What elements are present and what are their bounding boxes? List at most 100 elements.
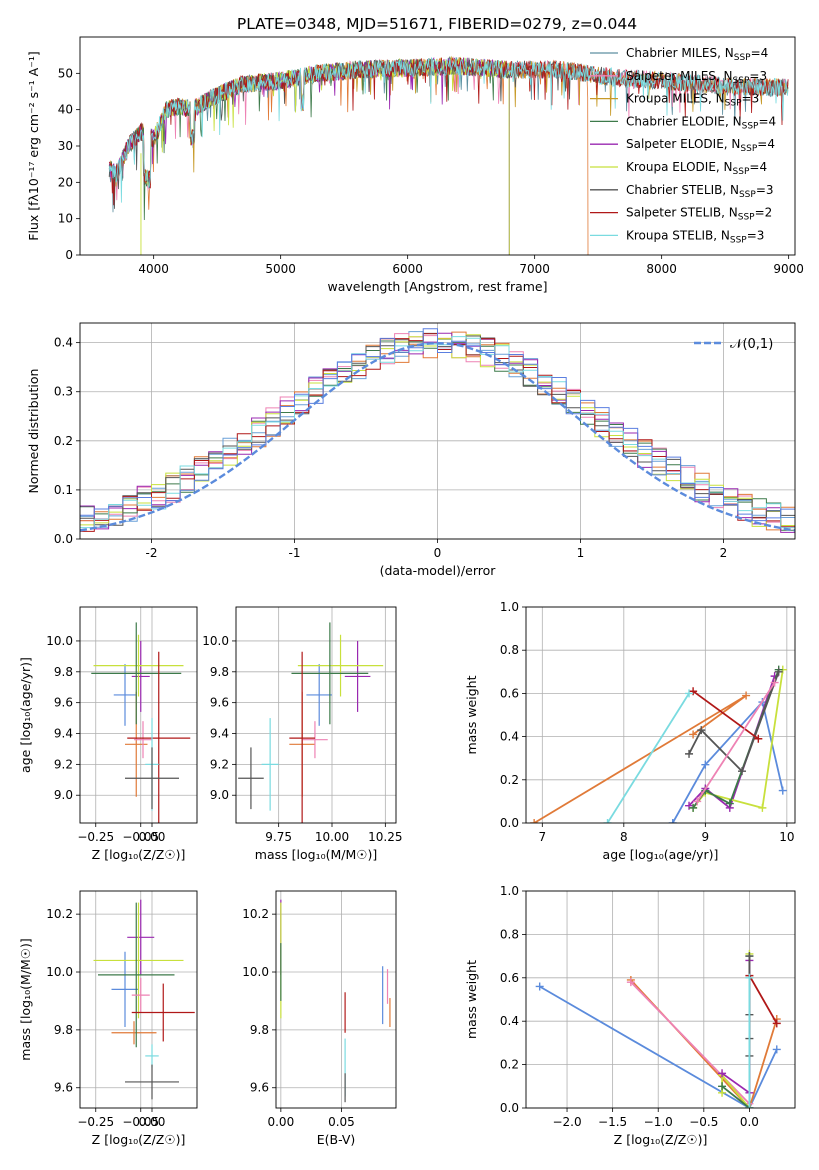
data-marker: [778, 786, 787, 795]
mass-weight-line-1: [533, 694, 747, 823]
y-tick-label: 0.0: [500, 1101, 519, 1115]
y-tick-label: 0: [65, 248, 73, 262]
spectrum-line-9: [108, 56, 789, 203]
legend-subscript: SSP: [730, 235, 747, 245]
y-tick-label: 9.8: [54, 665, 73, 679]
data-marker: [774, 667, 783, 676]
data-marker: [626, 978, 635, 987]
data-marker: [689, 687, 698, 696]
legend-subscript: SSP: [739, 190, 756, 200]
legend-text: Chabrier MILES, N: [626, 46, 734, 60]
y-tick-label: 0.3: [54, 385, 73, 399]
ticks: −0.25 −0.050.00 9.6 9.8 10.0 10.2: [46, 907, 165, 1129]
y-tick-label: 9.0: [210, 788, 229, 802]
y-tick-label: 0.8: [500, 643, 519, 657]
mass-weight-line-7: [606, 692, 690, 823]
ticks: 4000 5000 6000 7000 8000 9000 0 10 20 30 40 50: [58, 66, 804, 276]
x-tick-label: 2: [720, 546, 728, 560]
y-tick-label: 9.8: [54, 1023, 73, 1037]
y-tick-label: 0.1: [54, 483, 73, 497]
x-tick-label: −0.25: [77, 1115, 114, 1129]
y-tick-label: 10.0: [242, 965, 269, 979]
axes-frame: [79, 606, 198, 824]
data-marker: [693, 797, 702, 806]
x-tick-label: 9: [702, 830, 710, 844]
data-marker: [668, 819, 677, 823]
panel-mass-ebv: 0.00 0.05 9.6 9.8 10.0 10.2 E(B-V): [242, 890, 397, 1147]
x-axis-label: (data-model)/error: [380, 563, 497, 578]
mass-weight-line-0: [539, 985, 778, 1108]
x-tick-label: 6000: [392, 262, 423, 276]
legend-subscript: SSP: [733, 167, 750, 177]
data-marker: [535, 982, 544, 991]
grid-lines: [236, 607, 396, 823]
legend-text: Chabrier ELODIE, N: [626, 114, 742, 128]
axes-frame: [525, 606, 796, 824]
x-tick-label: 8: [620, 830, 628, 844]
y-tick-label: 0.6: [500, 971, 519, 985]
data-marker: [689, 730, 698, 739]
y-tick-label: 0.2: [500, 1058, 519, 1072]
y-tick-label: 0.8: [500, 927, 519, 941]
legend-text: Kroupa MILES, N: [626, 92, 725, 106]
y-tick-label: 0.2: [500, 773, 519, 787]
axes-frame: [79, 322, 796, 540]
axes-frame: [79, 36, 796, 256]
y-tick-label: 9.0: [54, 788, 73, 802]
data-marker: [685, 689, 694, 698]
y-tick-label: 10.0: [202, 634, 229, 648]
y-tick-label: 10.2: [242, 907, 269, 921]
x-axis-label: Z [log₁₀(Z/Z☉)]: [92, 847, 186, 862]
legend-tail: =3: [747, 228, 765, 242]
mass-weight-line-8: [696, 682, 776, 802]
legend-tail: =4: [757, 137, 775, 151]
plot-area: [108, 55, 789, 255]
x-tick-label: −0.05: [122, 830, 159, 844]
legend-entry: Chabrier STELIB, NSSP=3: [626, 183, 774, 200]
legend-entry: Kroupa ELODIE, NSSP=4: [626, 160, 767, 177]
legend-entry: Kroupa STELIB, NSSP=3: [626, 228, 764, 245]
plot-area: [280, 899, 391, 1103]
mass-weight-line-3: [748, 975, 778, 1024]
y-tick-label: 10.2: [46, 907, 73, 921]
y-tick-label: 0.6: [500, 686, 519, 700]
legend-subscript: SSP: [734, 53, 751, 63]
data-marker: [725, 799, 734, 808]
data-marker: [745, 1104, 754, 1108]
legend-tail: =4: [758, 114, 776, 128]
panel-massweight-age: 7 8 9 10 0.0 0.2 0.4 0.6 0.8 1.0 age [log₁₀(age/yr…: [464, 600, 796, 862]
x-tick-label: 7000: [519, 262, 550, 276]
grid-lines: [526, 606, 795, 824]
y-tick-label: 1.0: [500, 884, 519, 898]
data-marker: [718, 1069, 727, 1078]
histogram-series-9: [80, 328, 795, 522]
y-tick-label: 9.6: [54, 1081, 73, 1095]
x-tick-label: −0.5: [689, 1115, 718, 1129]
data-marker: [745, 973, 754, 982]
y-tick-label: 40: [58, 103, 73, 117]
data-marker: [772, 1019, 781, 1028]
y-tick-label: 9.8: [250, 1023, 269, 1037]
x-axis-label: Z [log₁₀(Z/Z☉)]: [614, 1132, 708, 1147]
y-tick-label: 1.0: [500, 600, 519, 614]
x-axis-label: Z [log₁₀(Z/Z☉)]: [92, 1132, 186, 1147]
mass-weight-line-0: [671, 700, 784, 823]
grid-lines: [276, 891, 396, 1108]
panel-massweight-z: −2.0 −1.5 −1.0 −0.5 0.0 0.0 0.2 0.4 0.6 0.8 1.0 Z […: [464, 884, 796, 1147]
x-tick-label: 5000: [265, 262, 296, 276]
x-tick-label: 0.05: [328, 1115, 355, 1129]
y-axis-label: Flux [fλ10⁻¹⁷ erg cm⁻² s⁻¹ A⁻¹]: [26, 51, 41, 240]
panel-spectrum: 4000 5000 6000 7000 8000 9000 0 10 20 30 40 50 wavel…: [26, 36, 804, 294]
x-tick-label: 10: [779, 830, 794, 844]
data-marker: [685, 801, 694, 810]
legend-subscript: SSP: [740, 144, 757, 154]
y-tick-label: 0.4: [500, 730, 519, 744]
mass-weight-line-5: [721, 956, 751, 1108]
y-axis-label: age [log₁₀(age/yr)]: [18, 657, 33, 773]
x-tick-label: 10.25: [368, 830, 402, 844]
y-tick-label: 10.0: [46, 634, 73, 648]
x-tick-label: 0.00: [139, 1115, 166, 1129]
data-marker: [758, 803, 767, 812]
spectrum-line-5: [108, 57, 510, 255]
